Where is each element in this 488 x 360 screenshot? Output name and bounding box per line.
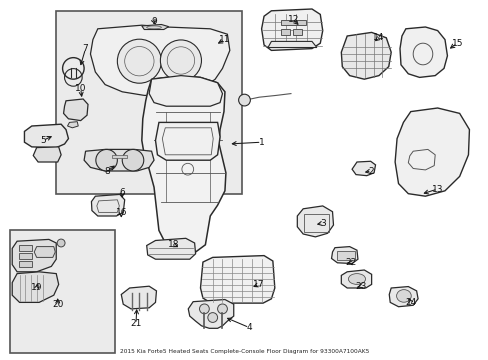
Polygon shape	[267, 41, 316, 48]
Bar	[293, 29, 302, 35]
Text: 20: 20	[52, 300, 63, 309]
Text: 15: 15	[450, 39, 462, 48]
Polygon shape	[155, 122, 220, 160]
Bar	[281, 29, 289, 35]
Circle shape	[238, 94, 250, 106]
Circle shape	[117, 39, 161, 83]
Polygon shape	[142, 24, 168, 30]
Text: 21: 21	[130, 320, 142, 328]
Ellipse shape	[347, 274, 365, 284]
Polygon shape	[33, 147, 61, 162]
Text: 9: 9	[151, 17, 157, 26]
Bar	[112, 155, 127, 158]
Bar	[56, 11, 242, 194]
Polygon shape	[121, 286, 156, 309]
Text: 23: 23	[354, 282, 366, 291]
Text: 22: 22	[345, 258, 356, 267]
Bar	[10, 230, 115, 353]
Text: 2: 2	[368, 166, 374, 175]
Polygon shape	[146, 238, 195, 259]
Polygon shape	[34, 247, 55, 257]
Polygon shape	[188, 300, 233, 328]
Text: 4: 4	[246, 323, 252, 332]
Text: 1: 1	[258, 138, 264, 147]
Text: 24: 24	[404, 298, 416, 307]
Polygon shape	[24, 124, 68, 148]
Polygon shape	[67, 122, 78, 128]
Polygon shape	[91, 194, 124, 216]
Text: 3: 3	[319, 219, 325, 228]
Bar	[19, 245, 32, 251]
Polygon shape	[351, 161, 375, 176]
Polygon shape	[261, 9, 322, 50]
Polygon shape	[142, 76, 225, 252]
Circle shape	[217, 304, 227, 314]
Bar	[337, 251, 354, 260]
Circle shape	[160, 40, 201, 81]
Circle shape	[207, 312, 217, 323]
Text: 13: 13	[431, 184, 443, 194]
Bar	[19, 253, 32, 259]
Polygon shape	[90, 25, 229, 95]
Ellipse shape	[396, 289, 410, 302]
Polygon shape	[388, 287, 417, 307]
Text: 7: 7	[82, 44, 88, 53]
Polygon shape	[12, 239, 56, 272]
Text: 17: 17	[253, 280, 264, 289]
Text: 12: 12	[287, 15, 299, 24]
Text: 6: 6	[119, 188, 125, 197]
Text: 10: 10	[75, 84, 86, 93]
Text: 8: 8	[104, 166, 110, 175]
Text: 16: 16	[115, 208, 127, 217]
Polygon shape	[394, 108, 468, 196]
Polygon shape	[297, 206, 333, 237]
Polygon shape	[63, 99, 88, 121]
Polygon shape	[331, 247, 357, 264]
Text: 19: 19	[31, 284, 42, 292]
Bar	[281, 20, 305, 25]
Text: 5: 5	[40, 136, 46, 145]
Polygon shape	[200, 256, 274, 303]
Bar	[304, 214, 328, 232]
Circle shape	[122, 149, 143, 171]
Circle shape	[96, 149, 117, 171]
Polygon shape	[149, 76, 222, 106]
Text: 18: 18	[167, 240, 179, 249]
Text: 11: 11	[219, 35, 230, 44]
Polygon shape	[399, 27, 447, 77]
Polygon shape	[84, 149, 154, 171]
Polygon shape	[12, 272, 59, 302]
Circle shape	[57, 239, 65, 247]
Bar	[19, 261, 32, 267]
Text: 14: 14	[372, 33, 384, 42]
Text: 2015 Kia Forte5 Heated Seats Complete-Console Floor Diagram for 93300A7100AK5: 2015 Kia Forte5 Heated Seats Complete-Co…	[120, 348, 368, 354]
Circle shape	[199, 304, 209, 314]
Polygon shape	[341, 32, 390, 79]
Polygon shape	[341, 270, 371, 288]
